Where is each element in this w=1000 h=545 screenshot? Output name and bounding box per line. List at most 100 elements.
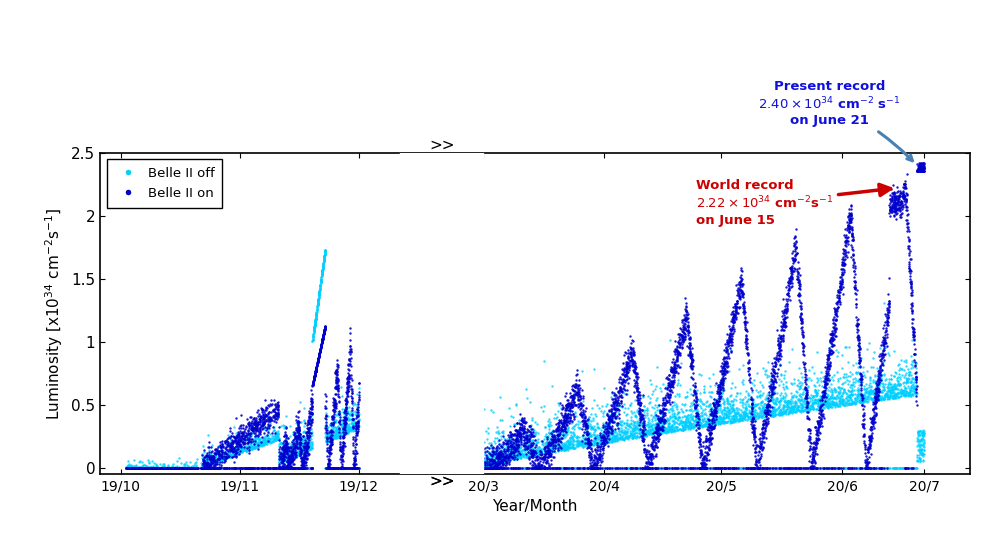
Point (758, 402, 774, 411)
Point (738, 405, 754, 414)
Point (285, 463, 301, 472)
Point (745, 413, 761, 421)
Point (765, 380, 781, 389)
Point (604, 416, 620, 425)
Point (233, 463, 249, 472)
Point (577, 438, 593, 447)
Point (621, 356, 637, 365)
Point (118, 462, 134, 471)
Point (594, 428, 610, 437)
Point (752, 454, 768, 463)
Point (164, 463, 180, 472)
Point (609, 421, 625, 430)
Point (858, 397, 874, 405)
Point (680, 415, 696, 423)
Point (729, 302, 745, 311)
Point (712, 384, 728, 393)
Point (612, 383, 628, 391)
Point (751, 409, 767, 417)
Point (528, 453, 544, 462)
Point (335, 422, 351, 431)
Point (742, 412, 758, 421)
Point (694, 416, 710, 425)
Point (817, 383, 833, 392)
Point (232, 447, 248, 456)
Point (287, 451, 303, 460)
Point (136, 463, 152, 472)
Point (204, 458, 220, 467)
Point (687, 403, 703, 411)
Point (866, 408, 882, 417)
Point (344, 394, 360, 403)
Point (266, 425, 282, 434)
Point (790, 376, 806, 384)
Point (883, 385, 899, 394)
Point (813, 410, 829, 419)
Point (795, 331, 811, 340)
Point (726, 463, 742, 472)
Point (645, 425, 661, 434)
Point (494, 456, 510, 465)
Point (303, 385, 319, 394)
Point (709, 389, 725, 397)
Point (572, 417, 588, 426)
Point (901, 263, 917, 272)
Point (275, 451, 291, 460)
Point (886, 463, 902, 472)
Point (226, 451, 242, 459)
Point (290, 425, 306, 434)
Point (725, 318, 741, 326)
Point (305, 379, 321, 388)
Point (290, 416, 306, 425)
Point (689, 401, 705, 409)
Point (180, 463, 196, 472)
Point (519, 452, 535, 461)
Point (253, 437, 269, 446)
Point (508, 463, 524, 472)
Point (650, 429, 666, 438)
Point (691, 438, 707, 446)
Point (213, 463, 229, 472)
Point (914, 434, 930, 443)
Point (328, 376, 344, 384)
Point (859, 397, 875, 406)
Point (652, 422, 668, 431)
Point (771, 339, 787, 348)
Point (271, 453, 287, 462)
Point (904, 322, 920, 331)
Point (187, 463, 203, 472)
Point (224, 447, 240, 456)
Point (813, 400, 829, 409)
Point (301, 428, 317, 437)
Point (811, 404, 827, 413)
Point (499, 443, 515, 451)
Point (904, 286, 920, 294)
Point (498, 450, 514, 458)
Point (572, 399, 588, 408)
Point (797, 382, 813, 391)
Point (835, 399, 851, 408)
Point (704, 410, 720, 419)
Point (862, 387, 878, 396)
Point (536, 402, 552, 410)
Point (194, 461, 210, 469)
Point (488, 463, 504, 472)
Point (696, 384, 712, 393)
Point (643, 421, 659, 429)
Point (719, 412, 735, 421)
Point (336, 442, 352, 451)
Point (245, 443, 261, 451)
Point (698, 463, 714, 472)
Point (597, 433, 613, 441)
Point (666, 365, 682, 373)
Point (801, 405, 817, 414)
Point (736, 408, 752, 416)
Point (741, 364, 757, 373)
Point (320, 463, 336, 472)
Point (292, 463, 308, 472)
Point (624, 426, 640, 435)
Point (566, 413, 582, 422)
Point (134, 463, 150, 472)
Point (661, 463, 677, 472)
Point (247, 463, 263, 472)
